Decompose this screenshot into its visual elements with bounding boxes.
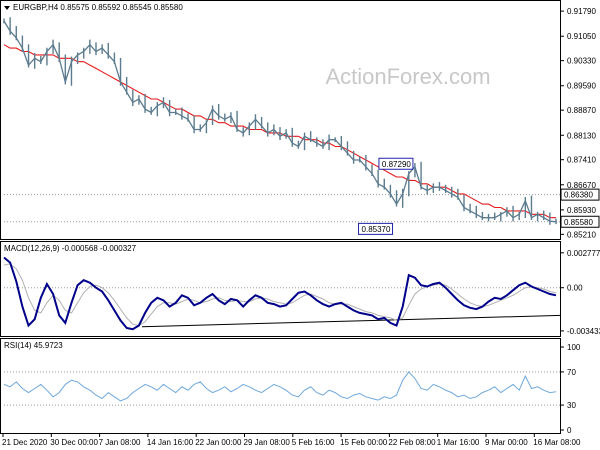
macd-axis-label: 0.00 — [567, 284, 583, 293]
annotation-low-box — [358, 222, 394, 235]
time-axis-label: 30 Dec 00:00 — [50, 438, 98, 447]
price-tag-current-label: 0.85580 — [564, 218, 593, 227]
time-axis: 21 Dec 2020 30 Dec 00:00 7 Jan 08:00 14 Jan… — [2, 434, 581, 447]
price-panel-frame — [0, 0, 561, 240]
price-axis-label: 0.88130 — [567, 131, 596, 140]
price-tag-resistance-label: 0.86380 — [564, 191, 593, 200]
price-tag-current: 0.85580 — [560, 215, 600, 228]
annotation-high: 0.87290 — [378, 157, 414, 170]
rsi-header-title: RSI(14) 45.9723 — [4, 341, 63, 350]
macd-axis-label: 0.002777 — [567, 249, 600, 258]
time-axis-label: 29 Jan 08:00 — [244, 438, 291, 447]
price-axis-label: 0.86670 — [567, 181, 596, 190]
price-axis: 0.91790 0.91050 0.90330 0.89590 0.88870 0.881… — [560, 7, 596, 239]
time-axis-label: 21 Dec 2020 — [2, 438, 48, 447]
macd-axis: 0.002777 0.00 -0.003433 — [560, 249, 600, 336]
time-axis-label: 9 Mar 00:00 — [485, 438, 528, 447]
annotation-low-label: 0.85370 — [362, 225, 391, 234]
macd-panel-frame — [0, 241, 561, 337]
price-axis-label: 0.91050 — [567, 32, 596, 41]
price-series-line — [3, 20, 557, 223]
price-axis-label: 0.87410 — [567, 156, 596, 165]
time-axis-label: 1 Mar 16:00 — [437, 438, 480, 447]
macd-signal-line — [3, 263, 557, 327]
macd-header-title: MACD(12,26,9) -0.000568 -0.000327 — [4, 244, 137, 253]
macd-main-line — [3, 256, 557, 331]
rsi-axis-label: 30 — [567, 401, 576, 410]
annotation-high-box — [378, 157, 414, 170]
price-header-title: EURGBP,H4 0.85575 0.85592 0.85545 0.8558… — [13, 3, 183, 12]
price-axis-label: 0.88870 — [567, 106, 596, 115]
price-header: EURGBP,H4 0.85575 0.85592 0.85545 0.8558… — [4, 3, 183, 12]
time-axis-label: 5 Feb 16:00 — [292, 438, 335, 447]
rsi-axis-label: 70 — [567, 368, 576, 377]
watermark: ActionForex.com — [325, 64, 490, 89]
rsi-axis-label: 0 — [567, 426, 572, 435]
price-tag-resistance: 0.86380 — [560, 188, 600, 201]
macd-axis-label: -0.003433 — [567, 327, 600, 336]
annotation-high-label: 0.87290 — [382, 160, 411, 169]
rsi-axis-label: 100 — [567, 343, 581, 352]
price-axis-label: 0.91790 — [567, 7, 596, 16]
price-axis-label: 0.85930 — [567, 206, 596, 215]
time-axis-label: 14 Jan 16:00 — [147, 438, 194, 447]
price-axis-label: 0.90330 — [567, 57, 596, 66]
rsi-axis: 100 70 30 0 — [560, 343, 581, 435]
rsi-line — [3, 371, 557, 402]
dropdown-triangle-icon[interactable] — [4, 6, 10, 10]
macd-panel: 0.002777 0.00 -0.003433 MACD(12,26,9) -0.0… — [3, 244, 600, 336]
rsi-panel-frame — [0, 338, 561, 434]
time-axis-label: 22 Jan 00:00 — [195, 438, 242, 447]
price-panel: 0.91790 0.91050 0.90330 0.89590 0.88870 0.881… — [3, 3, 600, 239]
rsi-panel: 100 70 30 0 RSI(14) 45.9723 — [3, 341, 581, 435]
time-axis-label: 16 Mar 08:00 — [533, 438, 581, 447]
price-tag-current-box — [560, 215, 600, 228]
price-tag-resistance-box — [560, 188, 600, 201]
price-axis-label: 0.89590 — [567, 82, 596, 91]
annotation-low: 0.85370 — [358, 222, 394, 235]
macd-trendline — [141, 314, 562, 328]
time-axis-label: 22 Feb 08:00 — [388, 438, 436, 447]
time-axis-label: 7 Jan 08:00 — [99, 438, 141, 447]
price-axis-label: 0.85210 — [567, 230, 596, 239]
time-axis-label: 15 Feb 00:00 — [340, 438, 388, 447]
